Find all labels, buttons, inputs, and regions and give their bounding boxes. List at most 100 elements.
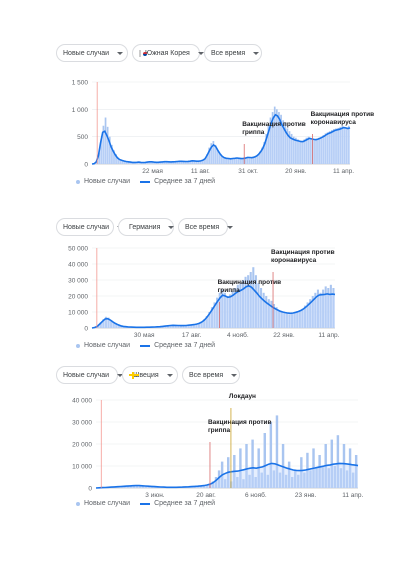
daily-bar xyxy=(201,159,204,164)
country-dropdown[interactable]: Швеция xyxy=(122,366,178,384)
daily-bar xyxy=(283,312,286,328)
chevron-down-icon xyxy=(197,51,204,55)
metric-dropdown[interactable]: Новые случаи xyxy=(56,366,124,384)
daily-bar xyxy=(239,283,242,328)
legend-avg-icon xyxy=(140,502,151,505)
daily-bar xyxy=(244,276,247,328)
legend-daily-icon xyxy=(76,179,80,184)
daily-bar xyxy=(239,448,242,488)
daily-bar xyxy=(309,470,312,488)
daily-bar xyxy=(200,321,203,328)
daily-bar xyxy=(111,144,113,164)
chevron-down-icon xyxy=(117,373,124,377)
daily-bar xyxy=(339,468,343,488)
daily-bar xyxy=(179,325,182,328)
daily-bar xyxy=(107,317,110,328)
period-dropdown[interactable]: Все время xyxy=(182,366,240,384)
x-tick-label: 11 апр. xyxy=(318,332,339,339)
daily-bar xyxy=(248,157,251,164)
avg-line xyxy=(91,285,336,329)
legend-daily-icon xyxy=(76,343,80,348)
daily-bar xyxy=(235,157,238,164)
period-dropdown[interactable]: Все время xyxy=(178,218,234,236)
daily-bar xyxy=(227,158,230,164)
daily-bar xyxy=(234,288,237,328)
daily-bar xyxy=(318,455,321,488)
daily-bar xyxy=(254,155,257,164)
daily-bar xyxy=(303,305,307,328)
daily-bar xyxy=(336,435,340,488)
daily-bar xyxy=(242,158,244,164)
daily-bar xyxy=(191,160,194,164)
daily-bar xyxy=(318,137,320,164)
daily-bar xyxy=(314,139,316,164)
daily-bar xyxy=(327,288,330,328)
daily-bar xyxy=(237,158,240,164)
daily-bar xyxy=(337,127,340,164)
daily-bar xyxy=(275,307,278,328)
daily-bar xyxy=(236,477,239,488)
daily-bar xyxy=(267,125,270,164)
daily-bar xyxy=(182,161,185,164)
daily-bar xyxy=(330,130,333,164)
daily-bar xyxy=(204,158,206,164)
daily-bar xyxy=(225,158,227,164)
x-tick-label: 3 июн. xyxy=(145,492,165,499)
avg-area xyxy=(96,463,358,488)
daily-bar xyxy=(147,486,151,488)
legend-sweden: Новые случаи Среднее за 7 дней xyxy=(76,500,215,507)
x-tick-label: 30 мая xyxy=(134,332,155,339)
daily-bar xyxy=(123,160,126,164)
daily-bar xyxy=(263,142,265,164)
y-tick-label: 30 000 xyxy=(72,420,92,427)
daily-bar xyxy=(226,296,229,328)
daily-bar xyxy=(351,472,355,488)
daily-bar xyxy=(301,308,304,328)
avg-area xyxy=(92,285,335,328)
metric-dropdown[interactable]: Новые случаи xyxy=(56,218,124,236)
daily-bar xyxy=(115,154,117,164)
daily-bar xyxy=(306,302,309,328)
annotation-label: гриппа xyxy=(218,287,241,294)
daily-bar xyxy=(119,159,122,164)
daily-bar xyxy=(151,161,153,164)
daily-bar xyxy=(295,137,297,164)
daily-bar xyxy=(254,477,257,488)
chart-panel-sweden: Новые случаи Швеция Все время 0 10 000 20 … xyxy=(0,364,400,514)
daily-bar xyxy=(252,267,255,328)
legend-daily-icon xyxy=(76,501,80,506)
flag-korea-icon xyxy=(139,49,147,57)
daily-bar xyxy=(303,472,306,488)
daily-bar xyxy=(211,481,215,488)
daily-bar xyxy=(345,127,348,164)
daily-bar xyxy=(286,128,289,164)
daily-bar xyxy=(168,161,170,164)
daily-bar xyxy=(126,485,129,488)
x-tick-label: 11 апр. xyxy=(342,492,363,499)
y-tick-label: 0 xyxy=(88,486,92,493)
annotation-label: Локдаун xyxy=(229,393,256,400)
daily-bar xyxy=(269,422,273,488)
legend-daily-label: Новые случаи xyxy=(84,178,131,185)
legend-avg-icon xyxy=(140,344,151,347)
chart-sweden: 0 10 000 20 000 30 000 40 000 3 июн. 20 авг. 6 … xyxy=(72,393,363,499)
y-tick-label: 500 xyxy=(77,134,88,141)
daily-bar xyxy=(348,448,352,488)
country-dropdown[interactable]: Южная Корея xyxy=(132,44,204,62)
daily-bar xyxy=(176,161,179,164)
daily-bar xyxy=(206,154,208,164)
daily-bar xyxy=(169,325,172,328)
daily-bar xyxy=(290,477,294,488)
legend-korea: Новые случаи Среднее за 7 дней xyxy=(76,178,215,185)
chart-korea: 0 500 1 000 1 500 22 мая 11 авг. 31 окт. 20 янв… xyxy=(72,80,374,176)
metric-dropdown[interactable]: Новые случаи xyxy=(56,44,128,62)
daily-bar xyxy=(241,280,245,328)
annotation-label: коронавируса xyxy=(271,257,317,264)
daily-bar xyxy=(309,138,312,164)
period-dropdown[interactable]: Все время xyxy=(204,44,262,62)
daily-bar xyxy=(285,313,288,328)
daily-bar xyxy=(146,161,149,164)
country-dropdown[interactable]: Германия xyxy=(118,218,175,236)
metric-label: Новые случаи xyxy=(63,223,110,231)
daily-bar xyxy=(275,415,279,488)
